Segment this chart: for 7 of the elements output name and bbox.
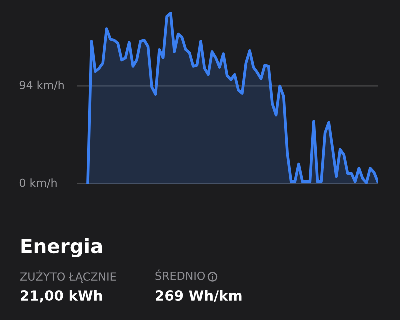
text: ŚREDNIO — [156, 270, 206, 280]
text: 269 Wh/km — [156, 290, 242, 302]
text: ZUŻYTO ŁĄCZNIE — [20, 270, 116, 283]
text: 21,00 kWh — [21, 290, 102, 303]
text: Energia — [22, 238, 102, 258]
y-tick-label: 94 km/h — [20, 80, 64, 90]
y-tick-label: 0 km/h — [20, 178, 57, 188]
